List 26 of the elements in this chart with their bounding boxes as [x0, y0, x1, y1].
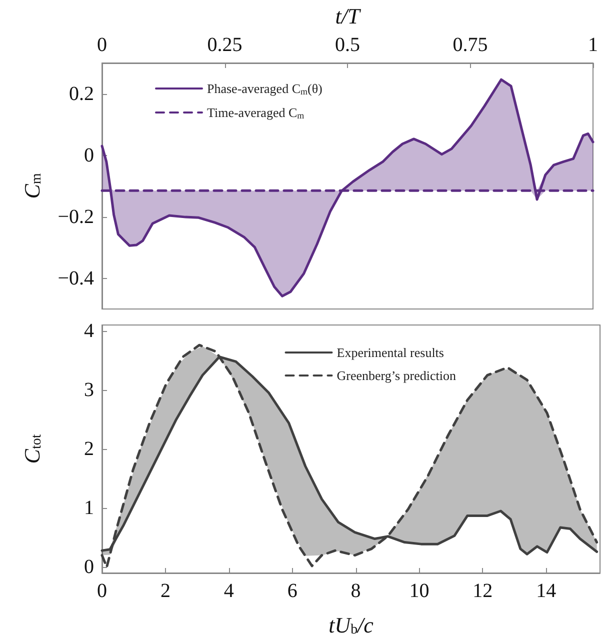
x-tick-label: 4: [224, 580, 234, 602]
legend-label: Experimental results: [336, 345, 444, 360]
x-tick-label: 14: [536, 580, 556, 602]
y-axis-title: Cm: [20, 173, 44, 199]
x-tick-label: 0.5: [335, 34, 360, 56]
x-tick-label: 6: [287, 580, 298, 602]
x-tick-label: 1: [588, 34, 598, 56]
y-axis-title: Ctot: [20, 434, 44, 464]
x-axis-title: t/T: [335, 4, 362, 28]
y-tick-label: 0: [84, 556, 94, 578]
y-tick-label: 2: [84, 438, 94, 460]
x-tick-label: 8: [350, 580, 361, 602]
x-tick-label: 0.75: [452, 34, 488, 56]
y-tick-label: 0.2: [69, 82, 94, 105]
x-tick-label: 0.25: [207, 34, 242, 56]
y-tick-label: −0.2: [58, 206, 94, 228]
x-tick-label: 12: [472, 580, 493, 602]
legend-label: Greenberg’s prediction: [336, 368, 456, 383]
y-tick-label: −0.4: [58, 267, 94, 290]
y-tick-label: 0: [84, 144, 94, 166]
x-tick-label: 10: [409, 580, 430, 602]
x-tick-label: 2: [160, 580, 170, 602]
y-tick-label: 1: [84, 497, 94, 520]
y-tick-label: 4: [84, 320, 94, 342]
x-axis-title: tUb/c: [328, 612, 374, 638]
y-tick-label: 3: [84, 378, 94, 401]
